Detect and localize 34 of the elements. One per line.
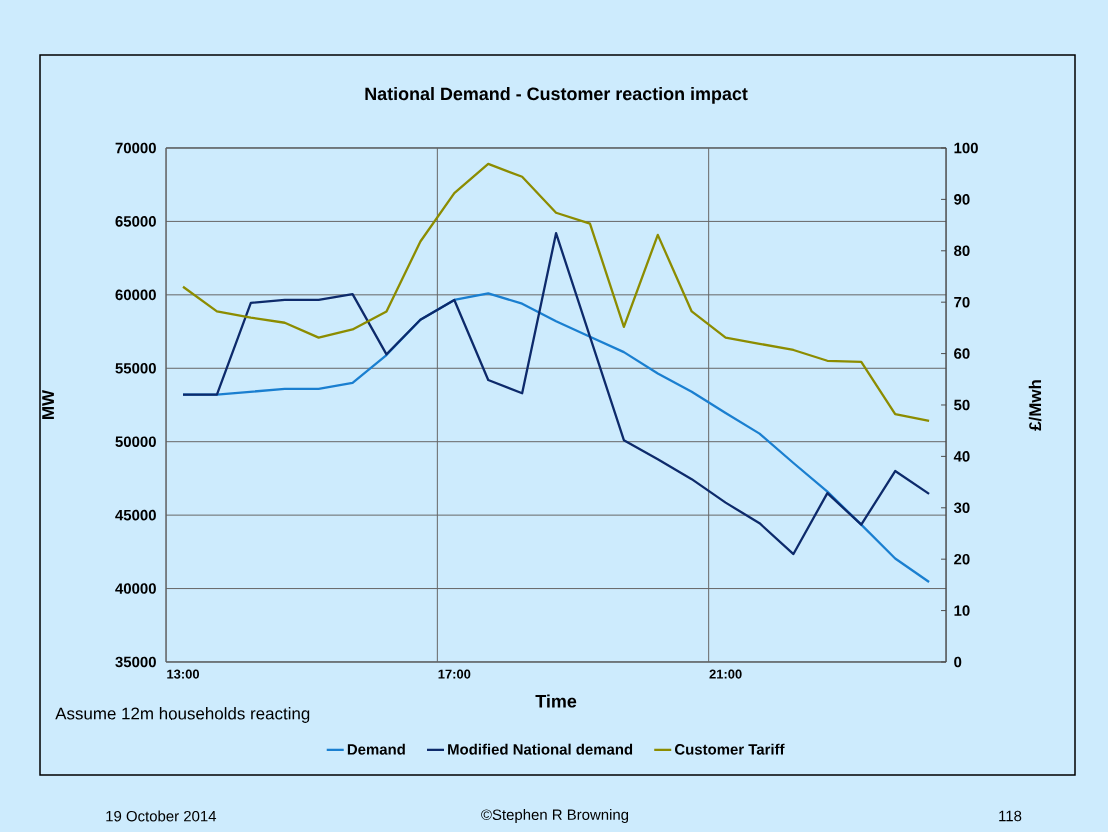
y-tick-label: 65000 [115, 216, 156, 227]
y2-tick-label: 90 [954, 194, 970, 205]
y-tick-label: 45000 [115, 509, 156, 521]
legend-label: Demand [347, 743, 405, 755]
y2-tick-label: 0 [954, 656, 962, 668]
text: ©Stephen R Browning [481, 809, 629, 823]
y-tick-label: 60000 [115, 289, 156, 301]
y-tick-label: 40000 [115, 583, 156, 594]
y2-tick-label: 20 [954, 553, 970, 565]
y-tick-label: 55000 [115, 362, 156, 374]
chart-title: National Demand - Customer reaction impact [365, 87, 748, 104]
y2-tick-label: 10 [954, 605, 970, 616]
x-tick-label: 17:00 [438, 669, 471, 679]
y-axis-title: MW [42, 389, 54, 419]
y2-tick-label: 30 [953, 502, 970, 514]
legend-label: Modified National demand [448, 743, 633, 755]
text: 118 [999, 810, 1022, 822]
y-tick-label: 35000 [115, 656, 156, 668]
text: 19 October 2014 [106, 810, 217, 822]
x-axis-title: Time [535, 694, 577, 708]
y2-tick-label: 70 [954, 296, 970, 308]
y2-tick-label: 100 [954, 142, 978, 154]
y2-tick-label: 40 [953, 451, 970, 462]
x-tick-label: 13:00 [167, 669, 200, 679]
y2-axis-title: £/Mwh [1028, 380, 1042, 431]
line-series [181, 162, 931, 423]
legend-label: Customer Tariff [674, 743, 785, 755]
y-tick-label: 50000 [115, 436, 156, 447]
x-tick-label: 21:00 [709, 669, 742, 679]
y2-tick-label: 80 [954, 245, 970, 257]
text: Assume 12m households reacting [55, 707, 310, 723]
y2-tick-label: 60 [954, 348, 970, 359]
y2-tick-label: 50 [954, 399, 970, 411]
y-tick-label: 70000 [115, 142, 156, 154]
